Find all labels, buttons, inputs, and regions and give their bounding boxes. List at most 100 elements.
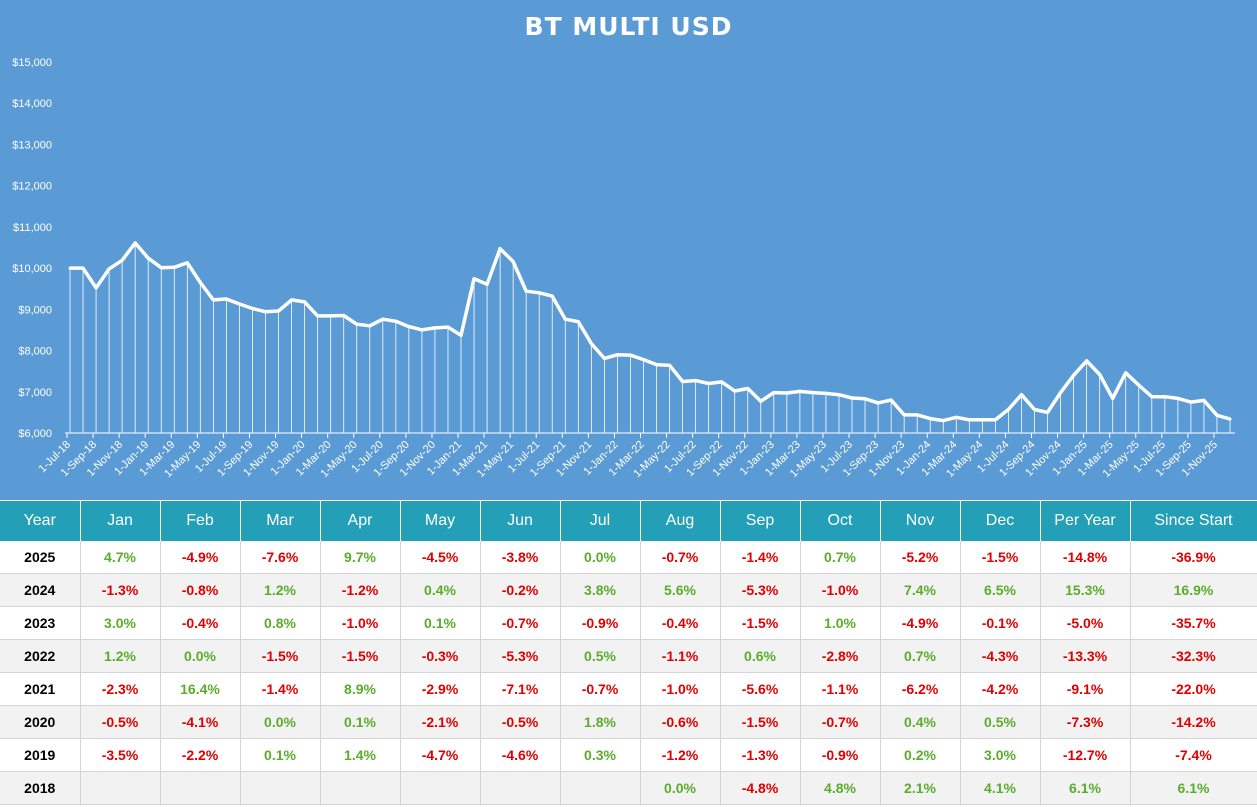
data-point <box>615 353 619 357</box>
return-cell: -1.2% <box>320 573 401 607</box>
return-cell: 5.6% <box>640 573 721 607</box>
year-cell: 2018 <box>0 771 81 805</box>
data-point <box>1111 396 1115 400</box>
return-cell <box>560 771 641 805</box>
data-point <box>485 282 489 286</box>
return-cell: -1.5% <box>240 639 321 673</box>
data-point <box>146 256 150 260</box>
return-cell: -7.4% <box>1130 738 1257 772</box>
data-point <box>628 353 632 357</box>
data-point <box>550 294 554 298</box>
return-cell: -4.2% <box>960 672 1041 706</box>
data-point <box>433 326 437 330</box>
return-cell <box>400 771 481 805</box>
return-cell: -13.3% <box>1040 639 1131 673</box>
data-point <box>277 309 281 313</box>
return-cell: -0.7% <box>640 541 721 574</box>
return-cell: -1.0% <box>320 606 401 640</box>
return-cell: -4.1% <box>160 705 241 739</box>
return-cell: -7.6% <box>240 541 321 574</box>
data-point <box>94 286 98 290</box>
column-header: Jul <box>560 501 641 541</box>
data-point <box>211 298 215 302</box>
return-cell: -3.8% <box>480 541 561 574</box>
table-header-row: Year Jan Feb Mar Apr May Jun Jul Aug Sep Oct Nov Dec… <box>0 501 1257 541</box>
return-cell: -1.3% <box>80 573 161 607</box>
y-tick-label: $15,000 <box>12 57 52 69</box>
column-header: Aug <box>640 501 721 541</box>
year-cell: 2021 <box>0 672 81 706</box>
year-cell: 2024 <box>0 573 81 607</box>
data-point <box>368 324 372 328</box>
return-cell: -1.5% <box>960 541 1041 574</box>
data-point <box>602 356 606 360</box>
column-header: Mar <box>240 501 321 541</box>
return-cell: -0.9% <box>800 738 881 772</box>
data-point <box>472 277 476 281</box>
data-point <box>772 391 776 395</box>
return-cell: -1.3% <box>720 738 801 772</box>
return-cell: -1.5% <box>720 606 801 640</box>
data-point <box>954 415 958 419</box>
data-point <box>1150 395 1154 399</box>
return-cell: -22.0% <box>1130 672 1257 706</box>
data-point <box>224 297 228 301</box>
data-point <box>733 389 737 393</box>
data-point <box>694 379 698 383</box>
series-line <box>70 241 1231 423</box>
return-cell: -0.5% <box>480 705 561 739</box>
chart-panel: $6,000 $7,000 $8,000 $9,000 $10,000 $11,000 $1… <box>0 0 1257 500</box>
return-cell: -6.2% <box>880 672 961 706</box>
data-point <box>1019 393 1023 397</box>
return-cell: -0.7% <box>480 606 561 640</box>
return-cell: -1.1% <box>640 639 721 673</box>
return-cell: -32.3% <box>1130 639 1257 673</box>
return-cell: 3.0% <box>960 738 1041 772</box>
return-cell: -0.9% <box>560 606 641 640</box>
data-point <box>498 247 502 251</box>
return-cell: 3.8% <box>560 573 641 607</box>
data-point <box>264 310 268 314</box>
return-cell: -1.5% <box>720 705 801 739</box>
return-cell: -2.9% <box>400 672 481 706</box>
return-cell: 0.1% <box>320 705 401 739</box>
year-cell: 2020 <box>0 705 81 739</box>
column-header: Jan <box>80 501 161 541</box>
y-tick-label: $10,000 <box>12 263 52 275</box>
chart-title: BT MULTI USD <box>524 12 733 41</box>
return-cell: 8.9% <box>320 672 401 706</box>
data-point <box>746 386 750 390</box>
table-row: 2025 4.7% -4.9% -7.6% 9.7% -4.5% -3.8% 0.0% -0.7… <box>0 541 1257 574</box>
return-cell: -5.3% <box>480 639 561 673</box>
return-cell: 0.5% <box>560 639 641 673</box>
return-cell: -2.2% <box>160 738 241 772</box>
return-cell: 0.0% <box>560 541 641 574</box>
table-row: 2024 -1.3% -0.8% 1.2% -1.2% 0.4% -0.2% 3.8% 5.6%… <box>0 573 1257 607</box>
data-point <box>185 261 189 265</box>
y-tick-label: $7,000 <box>18 387 52 399</box>
return-cell: 16.9% <box>1130 573 1257 607</box>
return-cell <box>320 771 401 805</box>
return-cell <box>80 771 161 805</box>
data-point <box>798 389 802 393</box>
return-cell: 0.3% <box>560 738 641 772</box>
column-header: Nov <box>880 501 961 541</box>
year-cell: 2019 <box>0 738 81 772</box>
return-cell: -5.0% <box>1040 606 1131 640</box>
data-point <box>81 266 85 270</box>
y-tick-label: $6,000 <box>18 428 52 440</box>
data-point <box>720 380 724 384</box>
return-cell: 9.7% <box>320 541 401 574</box>
return-cell: 0.0% <box>240 705 321 739</box>
y-tick-label: $9,000 <box>18 304 52 316</box>
data-point <box>863 397 867 401</box>
data-point <box>537 291 541 295</box>
return-cell: 16.4% <box>160 672 241 706</box>
data-point <box>1032 408 1036 412</box>
return-cell: 4.7% <box>80 541 161 574</box>
data-point <box>811 391 815 395</box>
return-cell: 0.7% <box>800 541 881 574</box>
column-header: Jun <box>480 501 561 541</box>
data-point <box>967 418 971 422</box>
data-point <box>524 289 528 293</box>
